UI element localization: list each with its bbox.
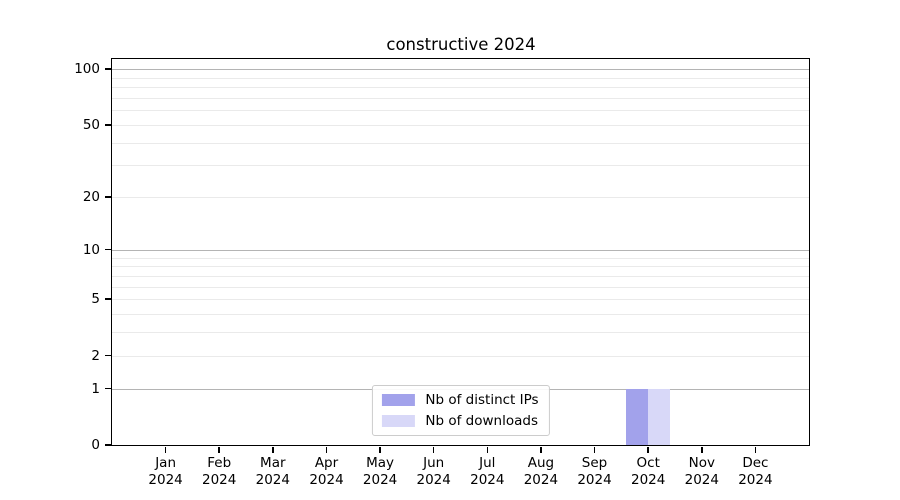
legend-item-downloads: Nb of downloads (381, 413, 538, 429)
x-tick-mark (432, 446, 435, 453)
gridline-minor (112, 266, 809, 268)
x-tick-label: Jun 2024 (416, 455, 451, 488)
legend-swatch-distinct-ips (381, 394, 415, 406)
x-tick-mark (754, 446, 757, 453)
y-tick-label: 100 (74, 61, 100, 78)
legend-label-distinct-ips: Nb of distinct IPs (425, 392, 539, 408)
x-tick-mark (325, 446, 328, 453)
y-tick-label: 10 (82, 241, 100, 258)
x-tick-mark (701, 446, 703, 453)
y-tick-mark (104, 68, 111, 70)
y-tick-label: 2 (91, 347, 100, 364)
x-tick-label: Jul 2024 (470, 455, 505, 488)
gridline-minor (112, 124, 809, 126)
y-tick-mark (104, 444, 111, 446)
y-tick-label: 5 (91, 291, 100, 308)
legend-label-downloads: Nb of downloads (425, 413, 538, 429)
x-tick-label: Sep 2024 (577, 455, 612, 488)
gridline-minor (112, 332, 809, 334)
x-tick-label: Nov 2024 (684, 455, 719, 488)
bars-layer (112, 59, 809, 445)
y-tick-label: 0 (91, 437, 100, 453)
legend-item-distinct-ips: Nb of distinct IPs (381, 392, 539, 408)
gridline-minor (112, 87, 809, 89)
gridline-major (112, 249, 809, 251)
chart-title: constructive 2024 (386, 35, 536, 54)
x-tick-mark (593, 446, 596, 453)
x-tick-mark (540, 446, 542, 453)
axes-layer: 0 1 2 5 10 20 50 100 Jan 2024 Feb 2024 Mar 2024 Apr… (74, 59, 809, 487)
gridline-minor (112, 142, 809, 144)
x-tick-label: Jan 2024 (148, 455, 183, 488)
gridline-minor (112, 97, 809, 99)
gridline-minor (112, 313, 809, 315)
y-tick-label: 20 (82, 189, 100, 206)
y-tick-mark (104, 387, 111, 390)
x-tick-mark (164, 446, 167, 453)
gridline-major (112, 69, 809, 71)
gridline-minor (112, 257, 809, 259)
legend: Nb of distinct IPs Nb of downloads (371, 385, 550, 436)
x-tick-mark (272, 446, 274, 453)
y-tick-mark (104, 196, 111, 198)
x-tick-label: Dec 2024 (738, 455, 773, 488)
y-tick-label: 1 (91, 380, 100, 397)
gridline-minor (112, 299, 809, 301)
gridline-minor (112, 110, 809, 112)
legend-swatch-downloads (381, 415, 415, 427)
x-tick-label: Feb 2024 (202, 455, 237, 488)
x-tick-mark (379, 446, 381, 453)
x-tick-label: May 2024 (362, 455, 398, 488)
x-tick-label: Mar 2024 (255, 455, 290, 488)
gridline-minor (112, 197, 809, 199)
x-tick-label: Apr 2024 (309, 455, 344, 488)
y-tick-mark (104, 124, 111, 126)
y-tick-mark (104, 248, 111, 251)
y-tick-label: 50 (82, 116, 100, 133)
gridline-minor (112, 77, 809, 79)
bar-nb-of-distinct-ips (626, 388, 649, 445)
x-tick-mark (218, 446, 220, 453)
gridline-minor (112, 286, 809, 288)
x-tick-label: Aug 2024 (523, 455, 559, 488)
x-tick-mark (647, 446, 649, 453)
bar-nb-of-downloads (648, 388, 671, 445)
gridline-minor (112, 165, 809, 167)
x-tick-label: Oct 2024 (631, 455, 666, 488)
gridline-minor (112, 275, 809, 277)
x-tick-mark (486, 446, 489, 453)
y-tick-mark (104, 354, 111, 357)
y-tick-mark (104, 298, 111, 300)
gridline-minor (112, 355, 809, 357)
plot-area: 0 1 2 5 10 20 50 100 Jan 2024 Feb 2024 Mar 2024 Apr… (74, 58, 810, 488)
